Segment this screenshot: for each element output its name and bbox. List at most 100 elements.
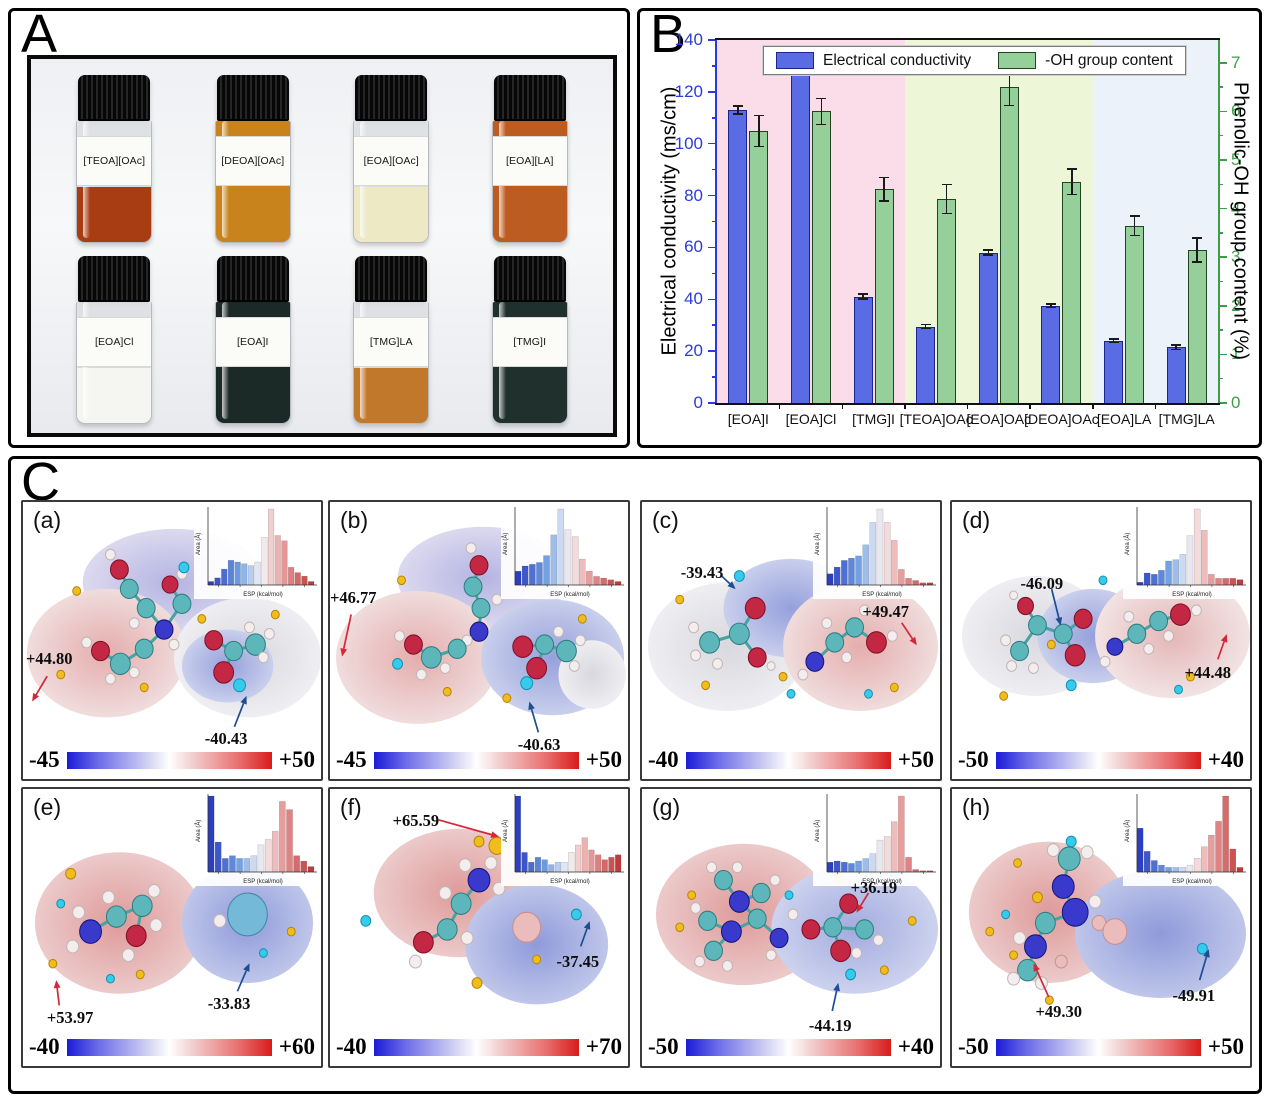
right-tick-label: 4 — [1231, 198, 1241, 218]
svg-text:Area (Å): Area (Å) — [814, 820, 821, 842]
vial-eoa-oac: [EOA][OAc] — [349, 75, 433, 243]
left-axis-tick — [712, 117, 717, 119]
panel-c: C ESP (kcal/mol) Area (Å) (a) +44.80 -40.43 … — [8, 452, 1262, 1094]
bar-conductivity — [790, 58, 810, 403]
vial-label: [EOA][LA] — [492, 136, 567, 186]
svg-text:ESP (kcal/mol): ESP (kcal/mol) — [550, 879, 590, 885]
panel-b: B Electrical conductivity (ms/cm) Phenol… — [637, 4, 1262, 448]
esp-area-histogram: ESP (kcal/mol) Area (Å) — [194, 792, 318, 886]
left-axis-tick — [712, 65, 717, 67]
bar-conductivity — [1041, 305, 1061, 403]
panel-a: A [TEOA][OAc] [DEOA][OAc] [EOA][OAc] [EO… — [8, 4, 630, 448]
right-tick-label: 7 — [1231, 52, 1241, 72]
error-bar-cap — [941, 183, 952, 186]
right-axis-tick — [1218, 207, 1227, 210]
svg-text:ESP (kcal/mol): ESP (kcal/mol) — [243, 879, 283, 885]
esp-value-label: +49.30 — [1035, 1002, 1082, 1022]
right-tick-label: 0 — [1231, 393, 1241, 412]
vial-tmg-i: [TMG]I — [488, 256, 572, 424]
right-axis-tick — [1218, 256, 1227, 258]
left-tick-label: 100 — [674, 133, 703, 153]
error-bar-cap — [1171, 348, 1182, 351]
esp-value-label: -44.19 — [808, 1016, 852, 1036]
vial-tmg-la: [TMG]LA — [349, 256, 433, 424]
colorbar-max: +50 — [897, 747, 934, 772]
error-bar — [1196, 237, 1198, 263]
subpanel-tag: (d) — [962, 507, 991, 533]
x-axis-tick — [1029, 403, 1031, 409]
esp-colorbar — [66, 1038, 272, 1056]
svg-text:ESP (kcal/mol): ESP (kcal/mol) — [1172, 879, 1212, 885]
esp-subpanel-b: ESP (kcal/mol) Area (Å) (b) +46.77 -40.63 -4… — [328, 500, 630, 781]
error-bar-cap — [732, 113, 743, 115]
left-axis-tick — [712, 324, 717, 326]
vial-cap — [493, 256, 566, 302]
colorbar-row: -50 +50 — [958, 1033, 1244, 1061]
right-axis-tick — [1218, 110, 1227, 113]
right-axis-tick — [1218, 86, 1223, 88]
error-bar-cap — [983, 254, 994, 256]
vial-eoa-i: [EOA]I — [211, 256, 295, 424]
right-axis-tick — [1218, 134, 1223, 137]
x-category-label: [EOA]I — [727, 411, 769, 427]
left-tick-label: 140 — [674, 30, 703, 49]
error-bar — [945, 184, 948, 214]
left-axis-tick — [712, 272, 717, 275]
error-bar-cap — [920, 323, 931, 326]
esp-area-histogram: ESP (kcal/mol) Area (Å) — [813, 792, 937, 886]
colorbar-row: -45 +50 — [29, 746, 315, 774]
esp-value-label: -40.43 — [204, 729, 248, 749]
left-axis-tick — [708, 194, 717, 197]
esp-surface-molecule — [26, 528, 322, 718]
bar-oh-content — [1187, 249, 1207, 403]
colorbar-row: -40 +50 — [648, 746, 934, 774]
x-category-label: [EOA]OAc — [966, 411, 1032, 427]
x-category-label: [TEOA]OAc — [899, 411, 973, 427]
vial-cap — [493, 75, 566, 121]
svg-text:Area (Å): Area (Å) — [502, 533, 509, 555]
right-axis-tick — [1218, 402, 1227, 404]
vial-label: [EOA][OAc] — [354, 136, 429, 186]
esp-value-label: +44.80 — [25, 648, 73, 668]
colorbar-min: -45 — [336, 747, 367, 772]
error-bar-cap — [1045, 303, 1056, 305]
subpanel-tag: (g) — [652, 794, 681, 820]
x-category-label: [TMG]LA — [1158, 411, 1215, 427]
esp-value-label: -46.09 — [1020, 574, 1064, 594]
colorbar-min: -45 — [29, 747, 60, 772]
error-bar — [1133, 215, 1136, 236]
error-bar — [737, 106, 739, 114]
legend-label-oh-content: -OH group content — [1045, 51, 1173, 69]
esp-surface-molecule — [961, 573, 1251, 701]
vial-cap — [216, 75, 289, 121]
right-axis-tick — [1218, 353, 1227, 356]
left-axis-tick — [708, 350, 717, 352]
left-axis-tick — [708, 402, 717, 404]
svg-text:ESP (kcal/mol): ESP (kcal/mol) — [862, 879, 902, 885]
colorbar-max: +50 — [278, 747, 315, 772]
esp-area-histogram: ESP (kcal/mol) Area (Å) — [813, 505, 937, 599]
error-bar-cap — [753, 145, 764, 148]
esp-subpanel-f: ESP (kcal/mol) Area (Å) (f) +65.59 -37.45 -4… — [328, 787, 630, 1068]
error-bar — [1008, 68, 1011, 106]
error-bar — [1175, 345, 1177, 350]
error-bar — [820, 98, 823, 125]
colorbar-min: -50 — [958, 747, 989, 772]
svg-text:Area (Å): Area (Å) — [1124, 820, 1131, 842]
error-bar-cap — [858, 293, 869, 295]
left-axis-tick — [708, 142, 717, 145]
x-axis-tick — [904, 403, 906, 409]
error-bar-cap — [1066, 168, 1077, 171]
error-bar-cap — [1108, 341, 1119, 344]
esp-subpanel-g: ESP (kcal/mol) Area (Å) (g) +36.19 -44.19 -5… — [640, 787, 942, 1068]
right-tick-label: 2 — [1231, 295, 1241, 315]
esp-area-histogram: ESP (kcal/mol) Area (Å) — [501, 792, 625, 886]
left-axis-tick — [708, 246, 717, 249]
error-bar-cap — [1066, 193, 1077, 196]
esp-value-label: -37.45 — [556, 952, 600, 972]
left-axis-tick — [708, 91, 717, 93]
legend-swatch-conductivity — [776, 52, 814, 69]
bar-conductivity — [916, 326, 936, 403]
svg-text:Area (Å): Area (Å) — [1124, 533, 1131, 555]
esp-subpanel-a: ESP (kcal/mol) Area (Å) (a) +44.80 -40.43 -4… — [21, 500, 323, 781]
